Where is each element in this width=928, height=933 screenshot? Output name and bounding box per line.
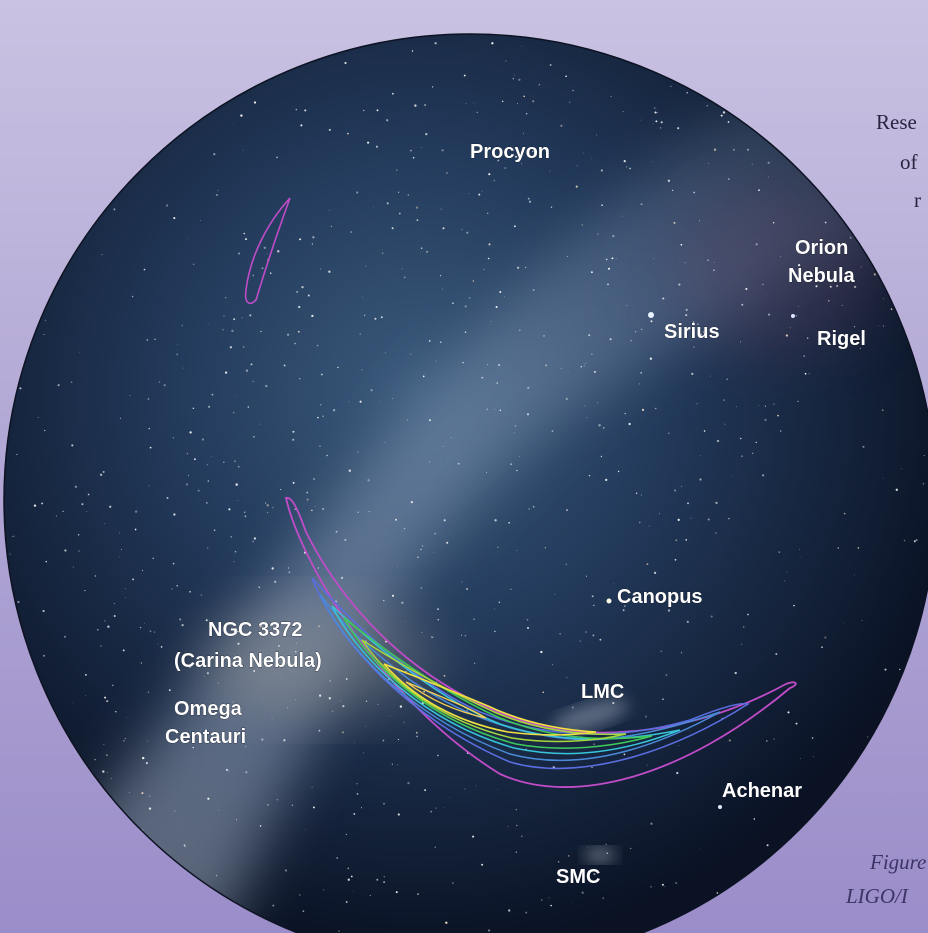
label-achenar: Achenar bbox=[722, 780, 802, 802]
label-lmc: LMC bbox=[581, 681, 624, 703]
label-ngc-1: NGC 3372 bbox=[208, 619, 303, 641]
label-procyon: Procyon bbox=[470, 141, 550, 163]
label-canopus: Canopus bbox=[617, 586, 703, 608]
contour-blue-2 bbox=[319, 593, 721, 762]
label-ngc-2: (Carina Nebula) bbox=[174, 650, 322, 672]
localization-contours-south bbox=[284, 497, 797, 788]
contour-green bbox=[343, 617, 653, 749]
achenar-star bbox=[718, 805, 722, 809]
contour-yellow bbox=[383, 663, 597, 736]
canopus-star bbox=[606, 598, 612, 604]
sky-disc-border bbox=[3, 33, 928, 933]
smc-cloud bbox=[584, 848, 616, 862]
label-rigel: Rigel bbox=[817, 328, 866, 350]
lmc-cloud bbox=[551, 699, 629, 733]
label-orion-1: Orion bbox=[795, 237, 848, 259]
galactic-glow bbox=[200, 600, 440, 720]
contour-90-percent bbox=[284, 497, 797, 788]
label-omega-2: Centauri bbox=[165, 726, 246, 748]
contour-cyan bbox=[331, 605, 681, 755]
contour-blue-1 bbox=[311, 577, 751, 770]
label-sirius: Sirius bbox=[664, 321, 720, 343]
orion-glow bbox=[670, 180, 890, 360]
label-smc: SMC bbox=[556, 866, 600, 888]
localization-contour-north bbox=[244, 197, 291, 304]
label-orion-2: Nebula bbox=[788, 265, 856, 287]
sirius-star bbox=[648, 312, 654, 318]
label-omega-1: Omega bbox=[174, 698, 243, 720]
contour-core bbox=[405, 681, 487, 719]
rigel-star bbox=[791, 314, 795, 318]
